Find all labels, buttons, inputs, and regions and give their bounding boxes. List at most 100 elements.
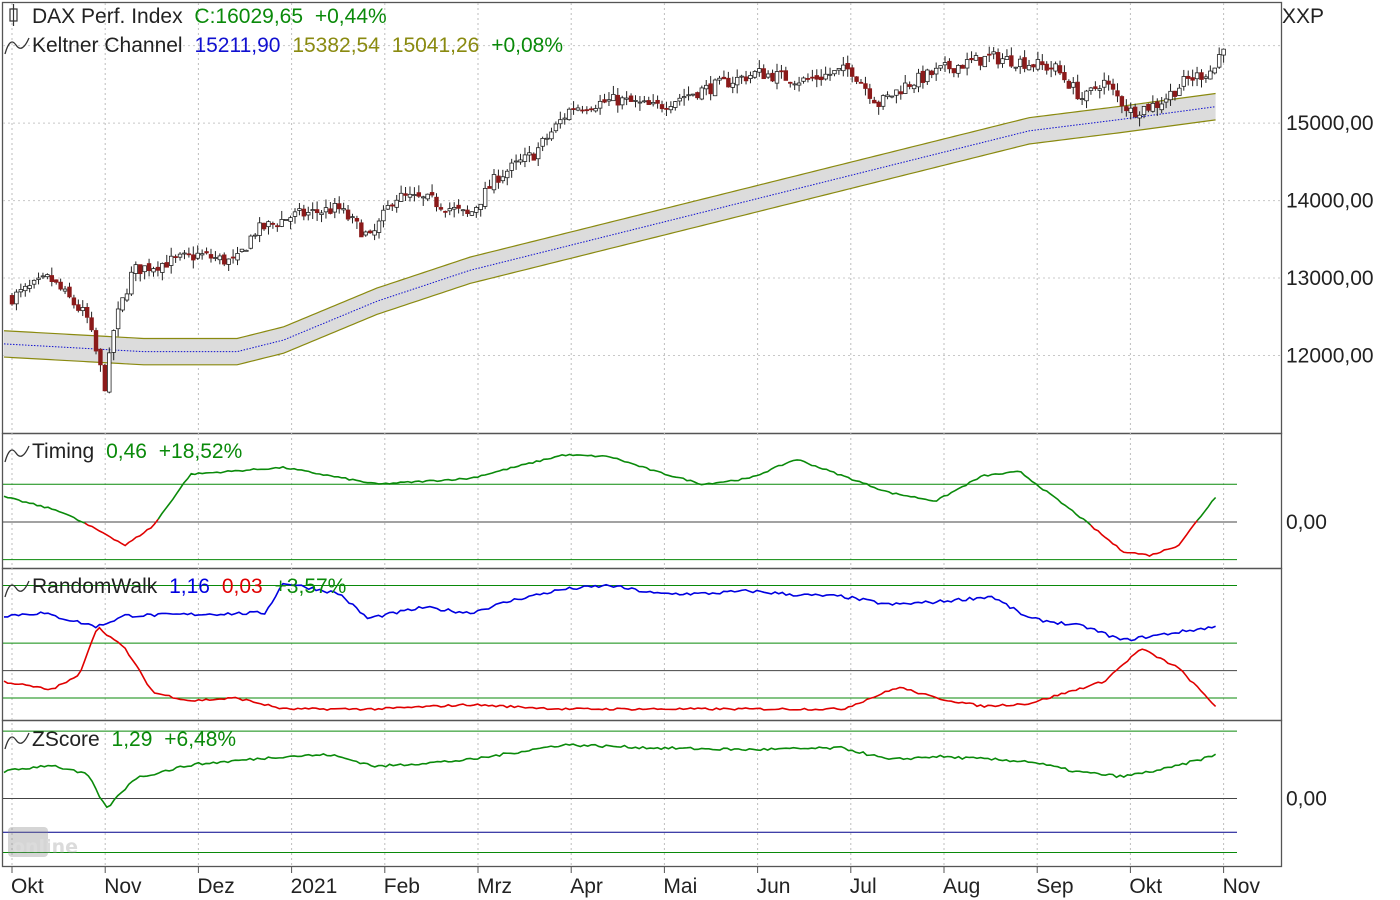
candle-body <box>107 352 112 393</box>
candle-body <box>823 73 828 80</box>
candle-body <box>363 231 368 236</box>
candle-body <box>9 295 15 305</box>
candle-body <box>98 348 103 366</box>
candle-body <box>1216 54 1222 68</box>
candle-body <box>1194 72 1200 80</box>
candle-body <box>620 97 625 106</box>
candle-body <box>230 256 236 259</box>
candle-body <box>695 92 700 99</box>
candle-body <box>973 55 979 61</box>
zscore-name: ZScore <box>32 728 100 751</box>
candle-body <box>858 81 864 84</box>
candle-body <box>969 58 974 61</box>
grid <box>3 3 1281 867</box>
candle-body <box>765 73 771 78</box>
zscore-line <box>3 743 1217 809</box>
timing-value: 0,46 <box>106 440 147 463</box>
candle-body <box>827 73 833 76</box>
price-candles <box>9 46 1226 394</box>
month-label: Mai <box>663 875 697 898</box>
randomwalk-name: RandomWalk <box>32 575 158 598</box>
candle-body <box>306 212 311 216</box>
candle-body <box>443 210 448 213</box>
randomwalk-red-line <box>3 626 1217 711</box>
candle-body <box>898 91 904 95</box>
candle-body <box>929 70 934 76</box>
candle-body <box>642 100 647 103</box>
timing-line <box>3 495 86 524</box>
keltner-channel <box>3 92 1216 366</box>
candle-body <box>872 99 877 104</box>
candle-body <box>1093 86 1098 89</box>
candle-body <box>67 286 72 298</box>
candle-body <box>425 193 430 200</box>
candle-body <box>460 209 466 212</box>
price-legend: DAX Perf. Index C:16029,65 +0,44% <box>9 4 387 28</box>
candle-body <box>664 107 669 110</box>
candle-body <box>1155 101 1160 108</box>
candle-body <box>465 209 470 215</box>
month-label: Feb <box>384 875 420 898</box>
candle-body <box>239 248 245 253</box>
candle-body <box>540 138 545 147</box>
candle-body <box>49 275 54 283</box>
candle-body <box>1115 90 1120 97</box>
price-close: C:16029,65 <box>194 5 303 28</box>
candle-body <box>655 99 660 104</box>
randomwalk-change: +3,57% <box>275 575 347 598</box>
candle-body <box>474 207 479 213</box>
candle-body <box>681 96 687 99</box>
candle-body <box>849 67 855 77</box>
candle-body <box>637 101 643 104</box>
candle-body <box>1106 80 1111 85</box>
keltner-change: +0,08% <box>491 34 563 57</box>
candle-body <box>328 208 333 214</box>
candle-body <box>867 88 873 99</box>
candle-body <box>456 204 461 209</box>
month-label: Apr <box>570 875 603 898</box>
candle-body <box>301 208 307 217</box>
candle-body <box>1124 106 1129 112</box>
timing-line <box>84 518 159 547</box>
candle-body <box>566 108 572 121</box>
candle-body <box>416 192 422 197</box>
candle-body <box>1221 48 1226 56</box>
candle-body <box>115 308 121 330</box>
candle-body <box>779 70 784 73</box>
candle-body <box>469 211 475 216</box>
candle-body <box>1132 106 1138 118</box>
online-logo-box <box>8 827 48 857</box>
candle-body <box>1119 96 1125 107</box>
candle-body <box>142 265 147 273</box>
month-label: 2021 <box>291 875 338 898</box>
candle-body <box>1163 98 1169 103</box>
keltner-name: Keltner Channel <box>32 34 183 57</box>
candle-body <box>646 100 651 105</box>
candle-body <box>319 212 324 215</box>
candle-body <box>796 82 802 86</box>
keltner-mid: 15211,90 <box>194 34 280 57</box>
candle-body <box>522 154 528 162</box>
candle-body <box>222 254 227 265</box>
candle-body <box>160 262 165 273</box>
keltner-mid-line <box>3 106 1216 353</box>
month-label: Dez <box>197 875 234 898</box>
candle-body <box>407 193 413 198</box>
candle-body <box>213 257 218 259</box>
candle-body <box>279 219 284 227</box>
candle-body <box>1181 76 1187 87</box>
candle-body <box>381 209 386 222</box>
candle-body <box>593 108 598 112</box>
randomwalk-lines <box>3 582 1217 711</box>
candle-body <box>527 152 532 156</box>
x-axis-labels: Okt Nov Dez 2021 Feb Mrz Apr Mai Jun Jul Aug Sep Okt… <box>11 867 1260 898</box>
candle-body <box>1199 72 1204 80</box>
month-label: Aug <box>943 875 980 898</box>
candle-body <box>1009 55 1014 67</box>
candle-body <box>1031 64 1036 68</box>
candle-body <box>120 297 125 311</box>
candle-body <box>836 68 842 71</box>
candle-body <box>248 235 253 249</box>
timing-name: Timing <box>32 440 94 463</box>
candle-body <box>345 209 351 220</box>
